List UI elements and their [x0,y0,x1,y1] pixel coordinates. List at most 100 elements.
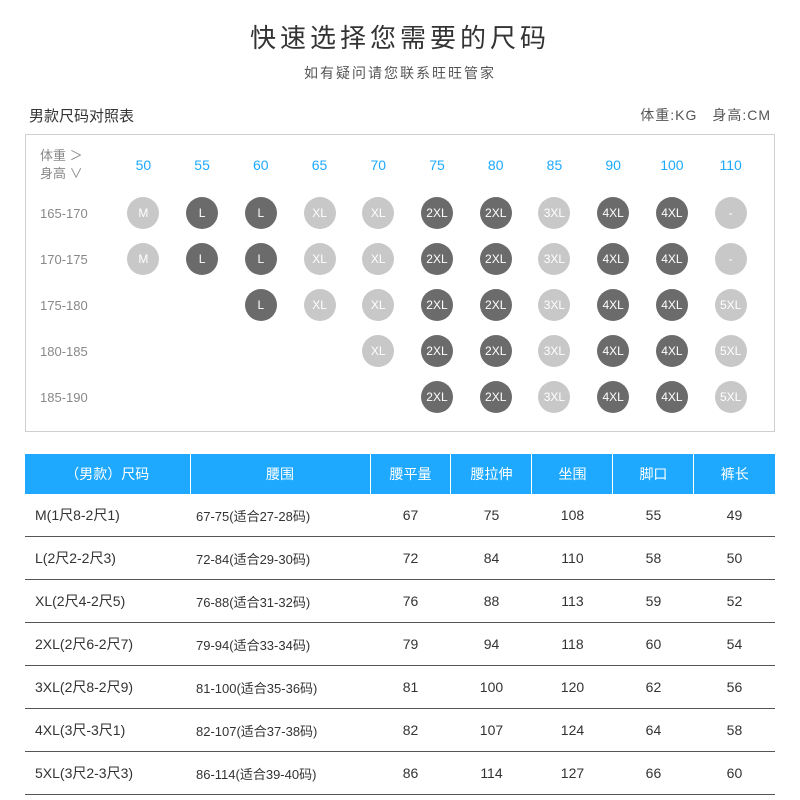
badge-cell: 4XL [643,289,702,321]
table-row: 5XL(3尺2-3尺3)86-114(适合39-40码)861141276660 [25,752,775,795]
table-header: 腰围 [190,454,370,494]
size-badge: 2XL [480,381,512,413]
badge-cell: 2XL [408,381,467,413]
size-badge: L [245,197,277,229]
size-badge: M [127,243,159,275]
table-cell: 100 [451,666,532,709]
size-badge: 4XL [656,381,688,413]
table-cell: 67 [370,494,451,537]
height-label: 180-185 [40,344,114,359]
table-cell: 118 [532,623,613,666]
page-title: 快速选择您需要的尺码 [25,18,775,55]
badge-cell: XL [290,289,349,321]
badge-cell: XL [290,197,349,229]
size-badge: 2XL [421,197,453,229]
badge-cell: 3XL [525,197,584,229]
size-badge: M [127,197,159,229]
table-cell: 86 [370,752,451,795]
size-badge: XL [304,197,336,229]
height-label: 185-190 [40,390,114,405]
size-badge: 2XL [480,243,512,275]
badge-cell: 4XL [584,381,643,413]
weight-header: 55 [173,157,232,173]
table-cell: 84 [451,537,532,580]
table-cell: M(1尺8-2尺1) [25,494,190,537]
size-badge: 3XL [538,381,570,413]
weight-header: 100 [643,157,702,173]
height-label: 170-175 [40,252,114,267]
badge-cell: 2XL [466,335,525,367]
weight-header: 110 [701,157,760,173]
badge-cell: 5XL [701,381,760,413]
badge-cell: 5XL [701,289,760,321]
size-badge: 2XL [421,335,453,367]
table-cell: 82-107(适合37-38码) [190,709,370,752]
badge-cell: L [231,197,290,229]
size-badge: 4XL [656,243,688,275]
table-cell: 62 [613,666,694,709]
table-cell: 52 [694,580,775,623]
table-header: 腰平量 [370,454,451,494]
size-badge: 2XL [421,243,453,275]
size-badge: 4XL [597,243,629,275]
table-cell: 50 [694,537,775,580]
table-cell: 107 [451,709,532,752]
table-cell: 114 [451,752,532,795]
size-badge: XL [362,289,394,321]
table-cell: 49 [694,494,775,537]
page-subtitle: 如有疑问请您联系旺旺管家 [25,63,775,83]
badge-cell: 4XL [643,381,702,413]
badge-cell: XL [290,243,349,275]
table-cell: 56 [694,666,775,709]
size-badge: XL [304,289,336,321]
height-label: 175-180 [40,298,114,313]
badge-cell: 2XL [408,335,467,367]
chart-corner: 体重 ＞身高 ∨ [40,147,114,183]
table-row: 4XL(3尺-3尺1)82-107(适合37-38码)821071246458 [25,709,775,752]
weight-header: 70 [349,157,408,173]
table-cell: L(2尺2-2尺3) [25,537,190,580]
badge-cell: 2XL [466,289,525,321]
size-badge: 2XL [480,289,512,321]
table-cell: 79 [370,623,451,666]
table-cell: 75 [451,494,532,537]
table-header: 腰拉伸 [451,454,532,494]
badge-cell: 2XL [408,289,467,321]
size-badge: 5XL [715,335,747,367]
size-badge: 4XL [597,289,629,321]
badge-cell: - [701,243,760,275]
badge-cell: XL [349,243,408,275]
size-badge: 4XL [597,335,629,367]
table-cell: 59 [613,580,694,623]
size-badge: 4XL [597,381,629,413]
chart-units: 体重:KG 身高:CM [640,105,771,126]
table-cell: 54 [694,623,775,666]
height-label: 165-170 [40,206,114,221]
table-cell: 66 [613,752,694,795]
table-cell: XL(2尺4-2尺5) [25,580,190,623]
measurement-table: （男款）尺码腰围腰平量腰拉伸坐围脚口裤长 M(1尺8-2尺1)67-75(适合2… [25,454,775,795]
size-badge: 3XL [538,335,570,367]
table-cell: 108 [532,494,613,537]
size-badge: - [715,197,747,229]
weight-header: 75 [408,157,467,173]
size-badge: 2XL [480,197,512,229]
size-badge: 3XL [538,243,570,275]
table-cell: 2XL(2尺6-2尺7) [25,623,190,666]
table-cell: 5XL(3尺2-3尺3) [25,752,190,795]
chart-caption: 男款尺码对照表 [29,105,134,126]
table-header: 坐围 [532,454,613,494]
chart-header-row: 男款尺码对照表 体重:KG 身高:CM [25,105,775,126]
size-badge: 5XL [715,289,747,321]
weight-header: 80 [466,157,525,173]
weight-header: 65 [290,157,349,173]
weight-header: 85 [525,157,584,173]
badge-cell: XL [349,197,408,229]
size-badge: XL [304,243,336,275]
badge-cell: 3XL [525,335,584,367]
badge-cell: - [701,197,760,229]
table-header: （男款）尺码 [25,454,190,494]
size-badge: 4XL [656,289,688,321]
weight-header: 90 [584,157,643,173]
weight-header: 60 [231,157,290,173]
